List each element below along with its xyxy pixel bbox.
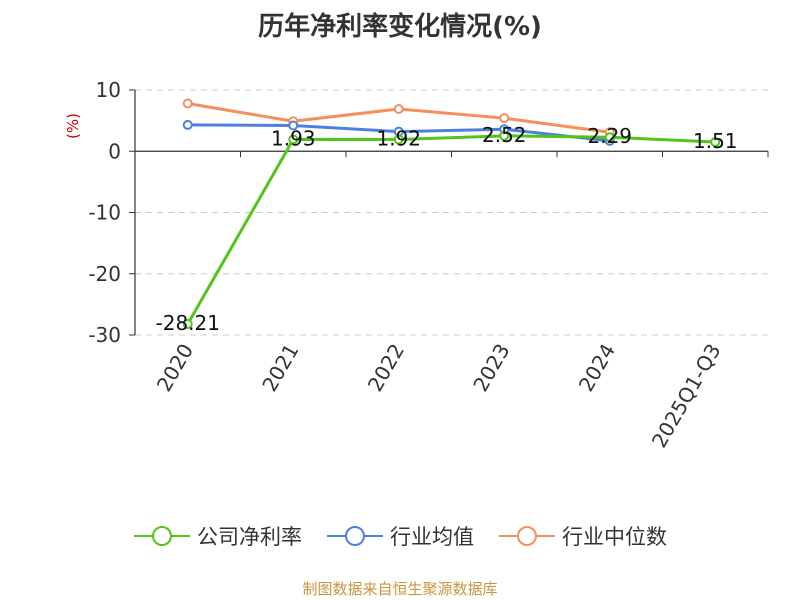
data-label: 2.29	[587, 124, 632, 148]
x-tick-label: 2020	[152, 340, 198, 396]
data-point	[604, 132, 615, 143]
data-point	[499, 113, 510, 124]
y-axis-title: (%)	[64, 113, 82, 139]
series-lines	[182, 98, 721, 330]
legend-label: 行业均值	[390, 525, 474, 549]
series-line	[186, 134, 716, 325]
x-tick-label: 2025Q1-Q3	[647, 340, 726, 452]
legend-swatch	[499, 526, 555, 546]
data-point	[499, 130, 510, 141]
data-point	[182, 319, 193, 330]
data-point	[710, 137, 721, 148]
x-tick-label: 2021	[257, 340, 303, 396]
legend: 公司净利率 行业均值 行业中位数	[0, 521, 800, 551]
data-label: 1.93	[271, 126, 316, 150]
chart-title: 历年净利率变化情况(%)	[258, 12, 542, 42]
y-tick-label: 0	[108, 139, 121, 163]
data-label: -28.21	[156, 311, 220, 335]
data-point	[288, 134, 299, 145]
legend-label: 公司净利率	[197, 525, 302, 549]
data-label: 2.52	[482, 123, 527, 147]
grid-lines	[135, 89, 768, 336]
legend-item[interactable]: 行业均值	[326, 521, 474, 551]
y-tick-label: -20	[88, 262, 121, 286]
legend-swatch	[327, 526, 383, 546]
legend-label: 行业中位数	[562, 525, 667, 549]
x-tick-label: 2023	[468, 340, 514, 396]
legend-item[interactable]: 公司净利率	[133, 521, 302, 551]
data-point	[182, 98, 193, 109]
data-point	[182, 119, 193, 130]
data-point	[393, 134, 404, 145]
data-label: 1.92	[376, 126, 421, 150]
x-tick-label: 2024	[574, 340, 620, 396]
data-labels: -28.21 1.93 1.92 2.52 2.29 1.51	[156, 123, 738, 335]
legend-item[interactable]: 行业中位数	[498, 521, 667, 551]
y-tick-label: -10	[88, 201, 121, 225]
y-tick-label: 10	[96, 78, 121, 102]
y-tick-label: -30	[88, 323, 121, 347]
legend-swatch	[134, 526, 190, 546]
x-tick-label: 2022	[363, 340, 409, 396]
data-label: 1.51	[693, 129, 738, 153]
data-point	[393, 103, 404, 114]
source-note: 制图数据来自恒生聚源数据库	[302, 580, 498, 598]
data-point	[288, 120, 299, 131]
